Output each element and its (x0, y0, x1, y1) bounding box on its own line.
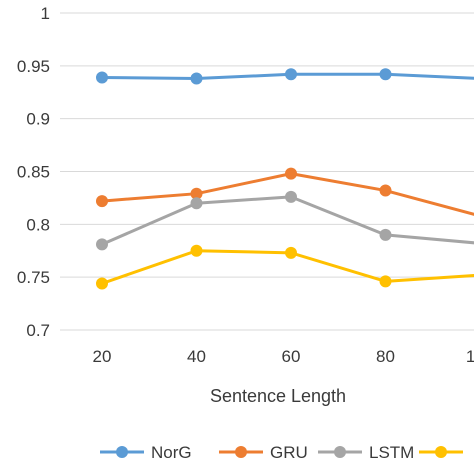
x-axis-title: Sentence Length (210, 386, 346, 406)
legend-marker (235, 446, 247, 458)
x-tick-label: 40 (187, 347, 206, 366)
legend-label: GRU (270, 443, 308, 462)
x-tick-label: 100 (466, 347, 474, 366)
y-tick-label: 0.8 (26, 215, 50, 234)
data-point (96, 238, 108, 251)
y-tick-label: 0.75 (17, 268, 50, 287)
x-tick-label: 60 (282, 347, 301, 366)
data-point (379, 184, 392, 197)
x-axis-ticks: 20 40 60 80 100 (93, 347, 474, 366)
data-point (190, 244, 203, 257)
data-point (190, 187, 203, 200)
legend: NorG GRU LSTM (100, 443, 463, 462)
y-tick-label: 0.95 (17, 57, 50, 76)
data-point (190, 72, 203, 85)
data-point (379, 68, 392, 81)
data-point (285, 246, 297, 259)
data-point (96, 195, 108, 208)
x-tick-label: 20 (93, 347, 112, 366)
data-point (285, 190, 297, 203)
data-point (96, 71, 108, 84)
gridlines (60, 12, 474, 331)
x-tick-label: 80 (376, 347, 395, 366)
data-point (190, 197, 203, 210)
legend-marker (435, 446, 447, 458)
y-axis-ticks: 0.7 0.75 0.8 0.85 0.9 0.95 1 (17, 4, 50, 340)
y-tick-label: 0.7 (26, 321, 50, 340)
series-line-2 (101, 195, 474, 246)
legend-label: NorG (151, 443, 192, 462)
series-points (96, 68, 392, 290)
y-tick-label: 1 (41, 4, 50, 23)
y-tick-label: 0.9 (26, 110, 50, 129)
data-point (379, 228, 392, 241)
data-point (379, 275, 392, 288)
legend-marker (116, 446, 128, 458)
y-tick-label: 0.85 (17, 163, 50, 182)
legend-marker (334, 446, 346, 458)
data-point (285, 167, 297, 180)
data-point (96, 277, 108, 290)
legend-label: LSTM (369, 443, 414, 462)
data-point (285, 68, 297, 81)
